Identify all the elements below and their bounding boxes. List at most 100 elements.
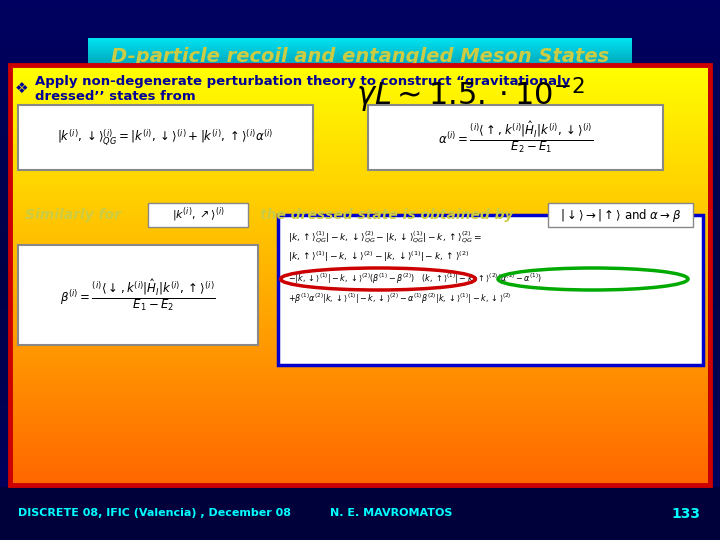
- Bar: [12, 69, 708, 70]
- Bar: [12, 396, 708, 397]
- Bar: [12, 153, 708, 154]
- Bar: [12, 220, 708, 221]
- Bar: [88, 73, 632, 74]
- Bar: [12, 71, 708, 72]
- Bar: [12, 277, 708, 278]
- Bar: [12, 155, 708, 156]
- Bar: [12, 483, 708, 484]
- Bar: [12, 122, 708, 123]
- Bar: [12, 342, 708, 343]
- Bar: [12, 414, 708, 415]
- Bar: [12, 436, 708, 437]
- Bar: [12, 427, 708, 428]
- Bar: [12, 475, 708, 476]
- Bar: [12, 411, 708, 412]
- Bar: [12, 460, 708, 461]
- Bar: [12, 270, 708, 271]
- Bar: [12, 390, 708, 391]
- Bar: [12, 339, 708, 340]
- Bar: [12, 404, 708, 405]
- Bar: [12, 381, 708, 382]
- Bar: [12, 437, 708, 438]
- Bar: [12, 298, 708, 299]
- Bar: [12, 208, 708, 209]
- Bar: [12, 136, 708, 137]
- Bar: [12, 252, 708, 253]
- Bar: [12, 288, 708, 289]
- Bar: [12, 376, 708, 377]
- Bar: [12, 165, 708, 166]
- Bar: [12, 433, 708, 434]
- Bar: [12, 473, 708, 474]
- Bar: [88, 69, 632, 70]
- Bar: [12, 349, 708, 350]
- Bar: [88, 42, 632, 43]
- Bar: [12, 96, 708, 97]
- Bar: [12, 111, 708, 112]
- Bar: [12, 271, 708, 272]
- Bar: [12, 478, 708, 479]
- Bar: [12, 307, 708, 308]
- Bar: [12, 229, 708, 230]
- Bar: [12, 467, 708, 468]
- Bar: [12, 352, 708, 353]
- Bar: [12, 464, 708, 465]
- Bar: [10, 65, 710, 485]
- Bar: [12, 316, 708, 317]
- Bar: [12, 276, 708, 277]
- Bar: [12, 442, 708, 443]
- Bar: [12, 116, 708, 117]
- Bar: [12, 374, 708, 375]
- Bar: [12, 76, 708, 77]
- Bar: [12, 135, 708, 136]
- Bar: [12, 251, 708, 252]
- Bar: [12, 127, 708, 128]
- Bar: [12, 160, 708, 161]
- Bar: [12, 182, 708, 183]
- Bar: [12, 258, 708, 259]
- Bar: [12, 318, 708, 319]
- Bar: [12, 181, 708, 182]
- Bar: [12, 482, 708, 483]
- Text: N. E. MAVROMATOS: N. E. MAVROMATOS: [330, 509, 452, 518]
- Bar: [12, 70, 708, 71]
- Bar: [12, 399, 708, 400]
- Bar: [12, 108, 708, 109]
- Bar: [12, 235, 708, 236]
- Bar: [12, 322, 708, 323]
- Bar: [12, 358, 708, 359]
- Bar: [12, 402, 708, 403]
- Bar: [12, 391, 708, 392]
- Bar: [12, 261, 708, 262]
- Bar: [88, 60, 632, 61]
- Bar: [12, 424, 708, 425]
- Bar: [12, 325, 708, 326]
- Bar: [88, 41, 632, 42]
- Bar: [12, 88, 708, 89]
- Bar: [0, 487, 720, 540]
- Bar: [12, 124, 708, 125]
- Bar: [12, 142, 708, 143]
- Bar: [12, 100, 708, 101]
- Bar: [12, 331, 708, 332]
- Bar: [88, 52, 632, 53]
- Bar: [12, 191, 708, 192]
- Bar: [12, 351, 708, 352]
- Bar: [12, 350, 708, 351]
- Bar: [12, 280, 708, 281]
- Bar: [12, 453, 708, 454]
- Bar: [88, 63, 632, 64]
- Bar: [12, 471, 708, 472]
- Bar: [12, 369, 708, 370]
- Bar: [12, 195, 708, 196]
- Bar: [12, 234, 708, 235]
- Bar: [12, 204, 708, 205]
- Bar: [12, 392, 708, 393]
- Bar: [12, 438, 708, 439]
- Bar: [12, 80, 708, 81]
- Bar: [12, 103, 708, 104]
- Bar: [12, 393, 708, 394]
- Bar: [12, 465, 708, 466]
- Bar: [12, 293, 708, 294]
- Bar: [12, 406, 708, 407]
